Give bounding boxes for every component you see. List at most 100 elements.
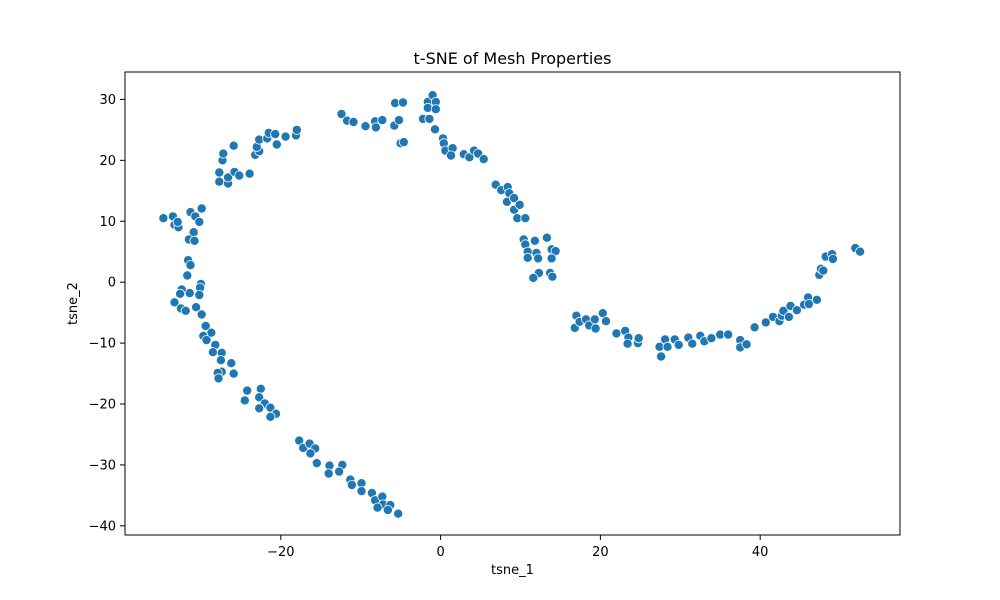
scatter-point bbox=[656, 351, 667, 362]
scatter-point bbox=[370, 122, 381, 133]
scatter-point bbox=[706, 333, 717, 344]
scatter-point bbox=[429, 124, 440, 135]
scatter-point bbox=[393, 115, 404, 126]
scatter-point bbox=[271, 139, 282, 150]
scatter-point bbox=[633, 333, 644, 344]
chart-title: t-SNE of Mesh Properties bbox=[414, 49, 612, 68]
scatter-point bbox=[207, 347, 218, 358]
scatter-point bbox=[196, 203, 207, 214]
scatter-point bbox=[346, 479, 357, 490]
scatter-point bbox=[223, 172, 234, 183]
y-tick-label: 30 bbox=[99, 93, 116, 108]
scatter-point bbox=[226, 358, 237, 369]
scatter-point bbox=[541, 232, 552, 243]
scatter-point bbox=[254, 392, 265, 403]
scatter-point bbox=[196, 309, 207, 320]
y-tick-label: −40 bbox=[89, 519, 116, 534]
y-tick-label: 20 bbox=[99, 154, 116, 169]
scatter-point bbox=[182, 270, 193, 281]
scatter-point bbox=[811, 294, 822, 305]
scatter-point bbox=[529, 235, 540, 246]
scatter-point bbox=[509, 193, 520, 204]
scatter-point bbox=[478, 154, 489, 165]
scatter-point bbox=[201, 335, 212, 346]
scatter-point bbox=[169, 297, 180, 308]
x-tick-label: 40 bbox=[752, 545, 769, 560]
scatter-point bbox=[360, 121, 371, 132]
y-axis-label: tsne_2 bbox=[66, 282, 81, 325]
scatter-point bbox=[200, 320, 211, 331]
scatter-point bbox=[175, 288, 186, 299]
scatter-point bbox=[382, 504, 393, 515]
x-tick-label: 0 bbox=[436, 545, 444, 560]
scatter-point bbox=[215, 355, 226, 366]
scatter-point bbox=[254, 403, 265, 414]
x-axis-label: tsne_1 bbox=[491, 563, 534, 578]
scatter-point bbox=[783, 311, 794, 322]
scatter-point bbox=[818, 265, 829, 276]
scatter-point bbox=[601, 316, 612, 327]
scatter-point bbox=[533, 253, 544, 264]
scatter-point bbox=[228, 368, 239, 379]
x-axis: −20 0 20 40 bbox=[267, 535, 768, 560]
x-tick-label: 20 bbox=[592, 545, 609, 560]
scatter-point bbox=[547, 271, 558, 282]
scatter-point bbox=[430, 104, 441, 115]
scatter-point bbox=[827, 253, 838, 264]
scatter-point bbox=[393, 508, 404, 519]
scatter-point bbox=[228, 140, 239, 151]
scatter-point bbox=[336, 109, 347, 120]
scatter-point bbox=[377, 115, 388, 126]
scatter-point bbox=[191, 302, 202, 313]
scatter-point bbox=[590, 323, 601, 334]
scatter-point bbox=[334, 466, 345, 477]
scatter-point bbox=[424, 113, 435, 124]
scatter-point bbox=[242, 385, 253, 396]
scatter-point bbox=[323, 468, 334, 479]
scatter-point bbox=[855, 246, 866, 257]
scatter-point bbox=[214, 176, 225, 187]
y-tick-label: −10 bbox=[89, 337, 116, 352]
scatter-point bbox=[218, 148, 229, 159]
plot-frame bbox=[124, 71, 901, 536]
scatter-point bbox=[180, 305, 191, 316]
scatter-point bbox=[194, 289, 205, 300]
scatter-point bbox=[194, 216, 205, 227]
scatter-point bbox=[213, 373, 224, 384]
scatter-point bbox=[749, 322, 760, 333]
scatter-point bbox=[356, 486, 367, 497]
scatter-point bbox=[464, 152, 475, 163]
scatter-point bbox=[611, 328, 622, 339]
x-tick-label: −20 bbox=[267, 545, 294, 560]
scatter-point bbox=[445, 150, 456, 161]
scatter-point bbox=[265, 411, 276, 422]
scatter-point bbox=[234, 170, 245, 181]
y-tick-label: 0 bbox=[108, 276, 116, 291]
scatter-point bbox=[723, 329, 734, 340]
scatter-point bbox=[158, 213, 169, 224]
scatter-point bbox=[520, 213, 531, 224]
y-tick-label: 10 bbox=[99, 215, 116, 230]
scatter-point bbox=[589, 314, 600, 325]
scatter-point bbox=[760, 317, 771, 328]
scatter-point bbox=[311, 458, 322, 469]
y-tick-label: −30 bbox=[89, 458, 116, 473]
scatter-point bbox=[255, 383, 266, 394]
scatter-point bbox=[189, 235, 200, 246]
y-axis: −40 −30 −20 −10 0 10 20 30 bbox=[89, 93, 125, 534]
scatter-point bbox=[398, 137, 409, 148]
scatter-point bbox=[514, 199, 525, 210]
scatter-point bbox=[791, 305, 802, 316]
scatter-point bbox=[528, 272, 539, 283]
scatter-point bbox=[622, 338, 633, 349]
scatter-point bbox=[270, 129, 281, 140]
scatter-point bbox=[291, 124, 302, 135]
scatter-point bbox=[397, 97, 408, 108]
scatter-point bbox=[305, 448, 316, 459]
scatter-point bbox=[522, 252, 533, 263]
scatter-point bbox=[172, 216, 183, 227]
scatter-point bbox=[280, 131, 291, 142]
scatter-point bbox=[662, 341, 673, 352]
scatter-point bbox=[244, 168, 255, 179]
